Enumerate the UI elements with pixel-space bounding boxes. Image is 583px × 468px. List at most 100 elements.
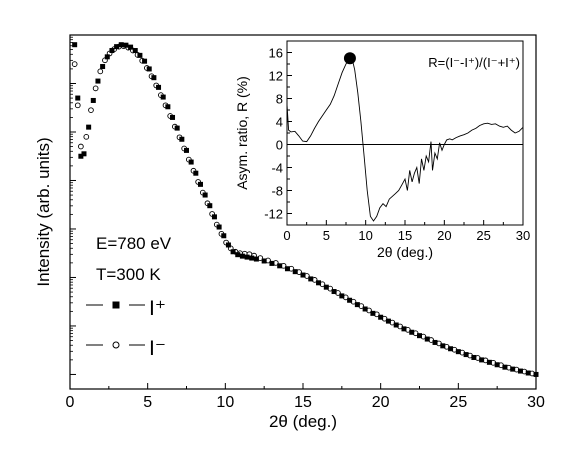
data-point-i-plus <box>132 48 138 54</box>
inset-x-tick-label: 30 <box>516 228 530 243</box>
data-point-i-minus <box>78 143 84 150</box>
data-point-i-minus <box>88 107 94 114</box>
data-point-i-minus <box>83 133 90 140</box>
main-marks <box>71 42 539 377</box>
data-point-i-plus <box>308 276 314 282</box>
inset-y-axis-label: Asym. ratio, R (%) <box>234 76 250 190</box>
data-point-i-plus <box>235 252 241 258</box>
legend-label-i-minus: I⁻ <box>149 337 166 360</box>
inset-y-tick-label: 16 <box>269 46 283 61</box>
data-point-i-plus <box>146 66 152 72</box>
main-x-tick-label: 25 <box>449 394 467 411</box>
data-point-i-minus <box>92 85 99 92</box>
data-point-i-plus <box>197 181 203 187</box>
data-point-i-plus <box>448 346 454 352</box>
inset-plot-background <box>287 41 523 225</box>
inset-y-tick-label: -8 <box>271 184 283 199</box>
inset-y-tick-label: 8 <box>276 92 283 107</box>
data-point-i-plus <box>409 329 415 335</box>
inset-highlight-marker <box>343 52 356 65</box>
data-point-i-plus <box>216 224 222 230</box>
data-point-i-plus <box>393 322 399 328</box>
data-point-i-plus <box>316 280 322 286</box>
data-point-i-plus <box>277 263 283 269</box>
main-x-tick-label: 30 <box>527 394 545 411</box>
inset-x-axis-label: 2θ (deg.) <box>377 244 433 260</box>
data-point-i-plus <box>269 260 275 266</box>
data-point-i-plus <box>463 352 469 358</box>
data-point-i-plus <box>81 151 87 157</box>
data-point-i-plus <box>253 256 259 262</box>
legend-marker-filled-square <box>112 301 120 309</box>
data-point-i-plus <box>244 254 250 260</box>
data-point-i-plus <box>86 124 92 130</box>
data-point-i-plus <box>479 357 485 363</box>
data-point-i-plus <box>75 95 81 101</box>
inset-x-tick-label: 5 <box>323 228 330 243</box>
data-point-i-plus <box>95 78 101 84</box>
data-point-i-plus <box>471 354 477 360</box>
data-point-i-plus <box>230 249 236 255</box>
data-point-i-minus <box>74 102 81 109</box>
data-point-i-plus <box>142 58 148 64</box>
data-point-i-plus <box>502 364 508 370</box>
data-point-i-plus <box>202 192 208 198</box>
main-x-tick-label: 5 <box>143 394 152 411</box>
annotation-temperature: T=300 K <box>96 265 161 284</box>
data-point-i-plus <box>284 266 290 272</box>
inset-x-tick-label: 10 <box>358 228 372 243</box>
legend-label-i-plus: I⁺ <box>149 297 166 320</box>
data-point-i-plus <box>494 362 500 368</box>
data-point-i-plus <box>188 159 194 165</box>
data-point-i-plus <box>378 314 384 320</box>
inset-x-tick-label: 15 <box>398 228 412 243</box>
data-point-i-plus <box>370 310 376 316</box>
data-point-i-plus <box>137 52 143 58</box>
data-point-i-minus <box>71 61 78 67</box>
data-point-i-plus <box>184 147 189 153</box>
main-x-ticks: 0 5 10 15 20 25 30 <box>66 383 545 411</box>
legend-entry-i-minus: I⁻ <box>86 337 166 360</box>
inset-y-tick-label: -12 <box>264 207 283 222</box>
data-point-i-plus <box>114 44 120 50</box>
data-point-i-plus <box>239 253 245 259</box>
main-x-tick-label: 0 <box>66 394 75 411</box>
data-point-i-plus <box>123 42 129 48</box>
data-point-i-plus <box>432 339 438 345</box>
data-point-i-plus <box>455 349 461 355</box>
data-point-i-plus <box>440 343 446 349</box>
data-point-i-plus <box>525 370 531 376</box>
inset-y-tick-label: 12 <box>269 69 283 84</box>
data-point-i-plus <box>323 284 329 290</box>
data-point-i-plus <box>517 368 523 374</box>
data-point-i-plus <box>221 233 227 239</box>
main-y-axis-label: Intensity (arb. units) <box>34 137 53 286</box>
data-point-i-plus <box>300 272 306 278</box>
inset-plot: 0 5 10 15 20 25 30 -12 -8 -4 0 4 8 12 16 R=(I⁻-I⁺)/(I… <box>234 40 530 260</box>
data-point-i-plus <box>104 54 110 60</box>
data-point-i-plus <box>160 94 166 100</box>
data-point-i-plus <box>193 170 199 176</box>
main-x-tick-label: 15 <box>294 394 312 411</box>
inset-y-tick-label: 4 <box>276 115 283 130</box>
data-point-i-plus <box>331 289 337 295</box>
main-plot: 0 5 10 15 20 25 30 2θ (deg.) Intensity (arb. u… <box>34 34 545 431</box>
inset-x-tick-label: 20 <box>437 228 451 243</box>
inset-y-tick-label: -4 <box>271 161 283 176</box>
data-point-i-plus <box>261 258 267 264</box>
data-point-i-plus <box>165 104 171 110</box>
inset-y-tick-label: 0 <box>276 138 283 153</box>
inset-formula: R=(I⁻-I⁺)/(I⁻+I⁺) <box>428 55 520 70</box>
data-point-i-plus <box>486 359 492 365</box>
data-point-i-plus <box>109 48 115 54</box>
data-point-i-plus <box>347 297 353 303</box>
data-point-i-plus <box>128 44 134 50</box>
data-point-i-minus <box>97 68 104 75</box>
main-x-tick-label: 10 <box>216 394 234 411</box>
data-point-i-plus <box>292 269 298 275</box>
data-point-i-plus <box>170 114 176 120</box>
legend: I⁺ I⁻ <box>86 297 166 360</box>
main-x-axis-label: 2θ (deg.) <box>269 412 337 431</box>
data-point-i-plus <box>339 293 345 299</box>
